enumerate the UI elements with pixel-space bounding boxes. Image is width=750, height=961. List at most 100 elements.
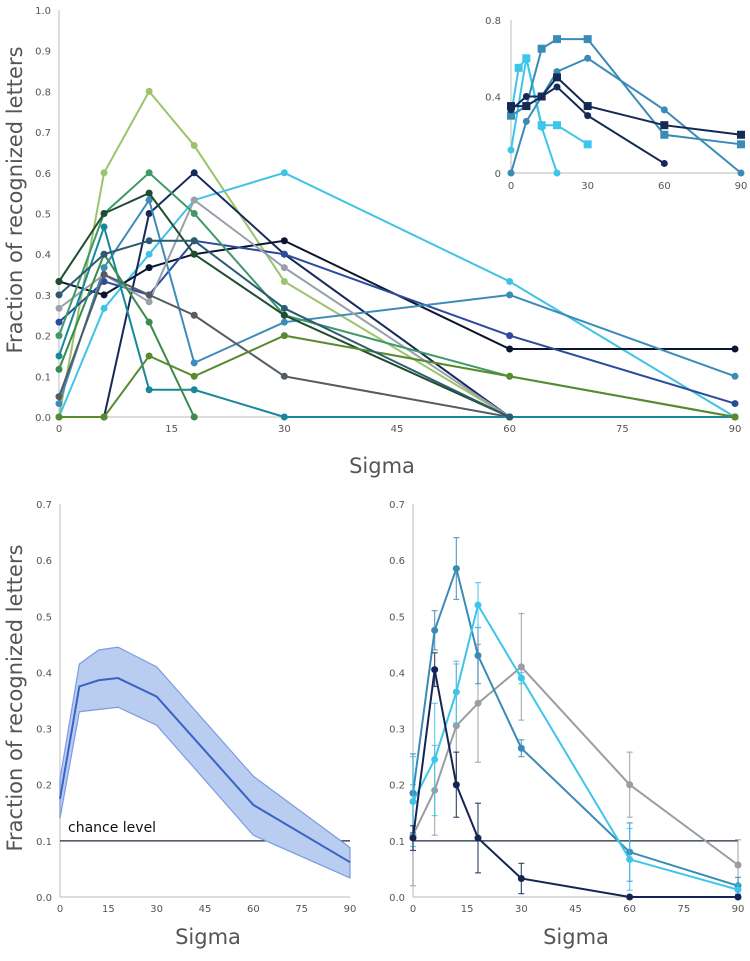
data-point	[737, 140, 745, 149]
data-point	[731, 400, 739, 408]
y-tick-label: 0.4	[389, 668, 405, 679]
data-point	[280, 332, 288, 340]
mean-line	[59, 677, 351, 864]
data-point	[538, 93, 546, 100]
data-point	[100, 291, 108, 299]
data-point	[190, 210, 198, 217]
data-point	[737, 169, 745, 177]
data-point	[55, 332, 63, 340]
data-point	[55, 304, 63, 312]
y-tick-label: 0.4	[35, 250, 51, 261]
data-point	[734, 893, 742, 901]
data-point	[55, 291, 63, 299]
y-tick-label: 0.7	[389, 500, 405, 511]
x-tick-label: 15	[102, 904, 115, 915]
data-point	[431, 666, 439, 674]
data-point	[280, 250, 288, 258]
data-point	[737, 130, 745, 139]
y-tick-label: 0.5	[36, 612, 52, 623]
series-line	[58, 191, 511, 418]
data-point	[626, 781, 634, 789]
data-point	[55, 400, 63, 408]
data-point	[145, 291, 153, 299]
data-point	[409, 834, 417, 842]
data-point	[734, 861, 742, 869]
data-point	[280, 277, 288, 285]
data-point	[507, 106, 515, 114]
data-point	[55, 352, 63, 360]
data-point	[55, 277, 63, 285]
data-point	[583, 140, 592, 149]
x-tick-label: 75	[295, 904, 308, 915]
data-point	[145, 318, 153, 326]
data-point	[100, 223, 108, 231]
x-tick-label: 75	[616, 424, 629, 435]
data-point	[190, 386, 198, 394]
data-point	[409, 798, 417, 806]
y-tick-label: 0.0	[389, 893, 405, 904]
data-point	[145, 196, 153, 204]
data-point	[584, 112, 592, 120]
data-point	[506, 372, 514, 380]
mean-chart: 0 15 30 45 60 75 90 0.0 0.1 0.2 0.3 0.4 0.5 0.6 0.7	[36, 500, 356, 915]
confidence-band	[59, 646, 351, 879]
data-point	[190, 413, 198, 421]
data-point	[280, 237, 288, 245]
y-tick-label: 0.6	[35, 169, 51, 180]
data-point	[452, 722, 460, 730]
data-point	[190, 142, 198, 150]
x-tick-label: 30	[581, 181, 594, 192]
y-tick-label: 0.1	[36, 837, 52, 848]
y-tick-label: 0.6	[36, 556, 52, 567]
x-tick-label: 60	[247, 904, 260, 915]
series-line	[412, 665, 739, 866]
data-point	[474, 601, 482, 609]
data-point	[660, 130, 669, 139]
data-point	[553, 169, 561, 177]
data-point	[100, 304, 108, 312]
y-tick-label: 0.3	[389, 725, 405, 736]
data-point	[660, 121, 669, 130]
data-point	[145, 298, 153, 306]
data-point	[452, 688, 460, 696]
data-point	[280, 372, 288, 380]
data-point	[190, 372, 198, 380]
data-point	[553, 121, 561, 130]
data-point	[55, 365, 63, 373]
x-tick-label: 30	[150, 904, 163, 915]
data-point	[55, 318, 63, 326]
data-point	[431, 755, 439, 763]
x-tick-label: 30	[515, 904, 528, 915]
data-point	[145, 189, 153, 197]
data-point	[507, 111, 515, 120]
data-point	[190, 250, 198, 258]
main-y-label: Fraction of recognized letters	[3, 46, 27, 353]
data-point	[100, 413, 108, 421]
data-point	[474, 699, 482, 707]
y-tick-label: 0.7	[36, 500, 52, 511]
y-tick-label: 0.5	[35, 210, 51, 221]
data-point	[452, 781, 460, 789]
data-point	[538, 123, 546, 131]
y-tick-label: 0.1	[35, 372, 51, 383]
y-tick-label: 0.2	[36, 781, 52, 792]
y-tick-label: 0.3	[36, 725, 52, 736]
data-point	[731, 413, 739, 421]
series-line	[510, 57, 742, 174]
errorbar-chart: 0 15 30 45 60 75 90 0.0 0.1 0.2 0.3 0.4 0.5 0.6 0.7	[389, 500, 744, 915]
data-point	[507, 102, 515, 111]
chance-level-label: chance level	[68, 820, 156, 836]
x-tick-label: 0	[56, 424, 62, 435]
y-tick-label: 0.8	[35, 87, 51, 98]
series-line	[412, 669, 738, 898]
y-tick-label: 0.1	[389, 837, 405, 848]
data-point	[731, 345, 739, 353]
y-tick-label: 0.0	[36, 893, 52, 904]
data-point	[55, 413, 63, 421]
series-line	[58, 89, 735, 418]
series-line	[510, 85, 665, 165]
inset-chart: 0 30 60 90 0 0.4 0.8	[485, 16, 747, 192]
data-point	[100, 264, 108, 272]
x-tick-label: 15	[461, 904, 474, 915]
